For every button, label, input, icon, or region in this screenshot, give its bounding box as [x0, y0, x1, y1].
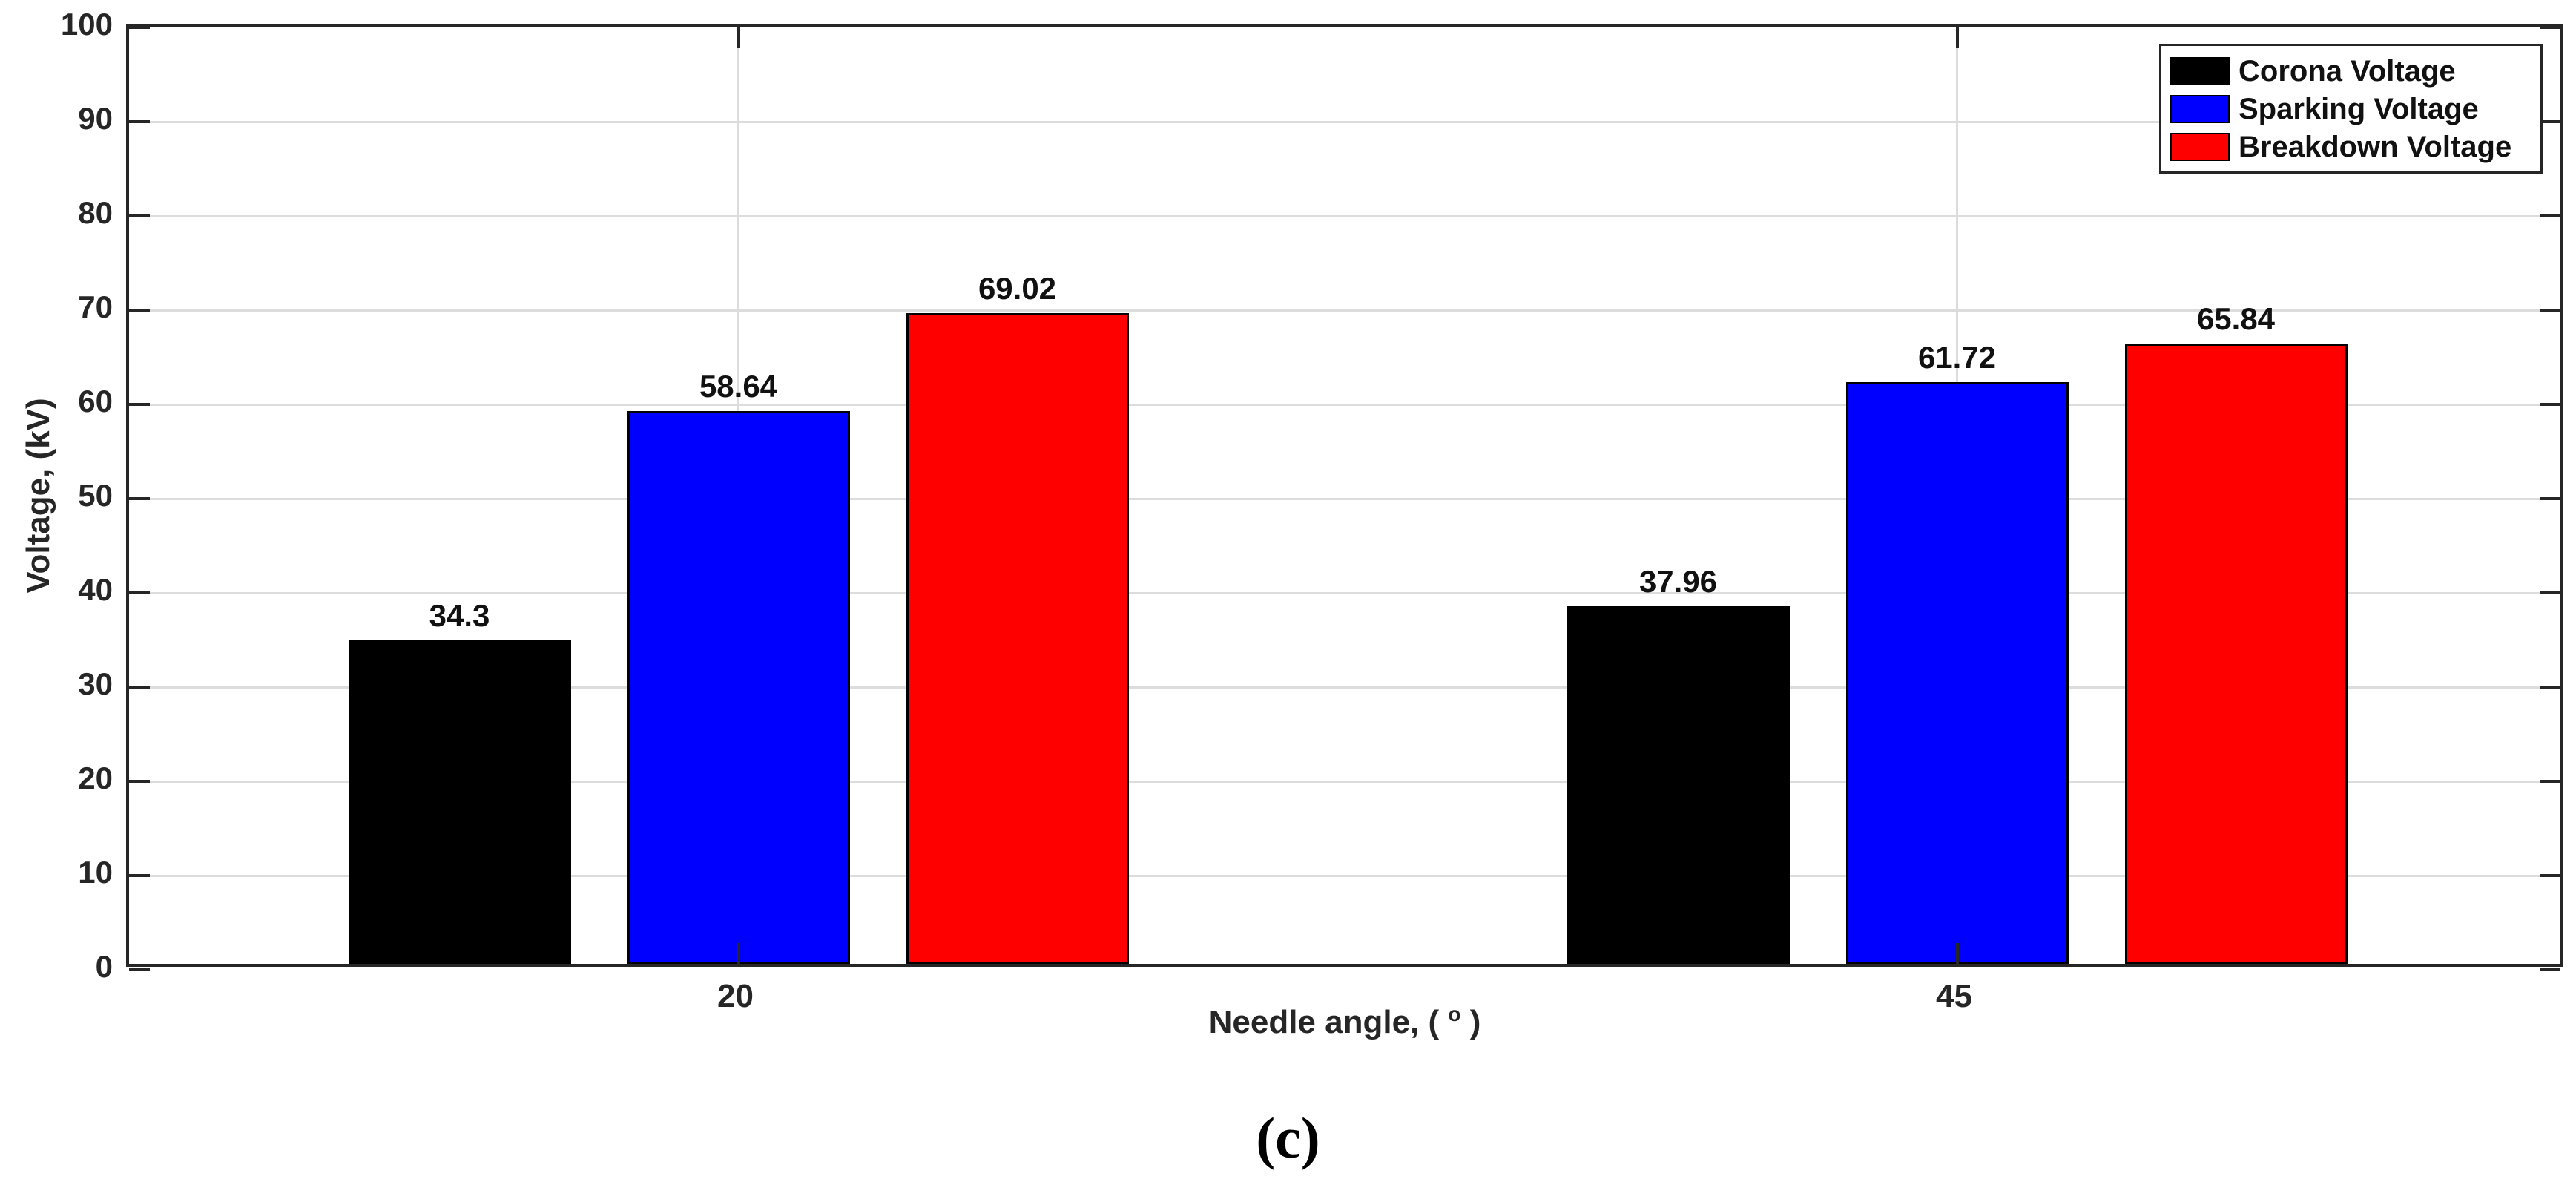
y-tick-right	[2540, 686, 2560, 689]
y-tick-label: 10	[78, 855, 113, 890]
y-tick-label: 80	[78, 195, 113, 230]
bar-value-label: 61.72	[1917, 340, 1997, 375]
y-tick-label: 0	[95, 949, 113, 984]
bar-sparking-voltage-45	[1845, 382, 2069, 964]
bar-value-label: 65.84	[2196, 301, 2276, 336]
y-tick-label: 70	[78, 289, 113, 324]
y-tick-left	[129, 309, 150, 312]
x-tick-label: 45	[1936, 978, 1972, 1014]
legend-item-breakdown-voltage: Breakdown Voltage	[2170, 131, 2531, 163]
legend-label: Corona Voltage	[2239, 54, 2456, 88]
bar-breakdown-voltage-20	[906, 313, 1129, 964]
y-tick-left	[129, 497, 150, 500]
bar-corona-voltage-20	[348, 640, 571, 964]
figure-caption: (c)	[1256, 1106, 1320, 1170]
y-tick-label: 50	[78, 478, 113, 513]
y-tick-label: 20	[78, 761, 113, 795]
legend-label: Sparking Voltage	[2239, 92, 2479, 125]
x-axis-label-text: Needle angle, (	[1208, 1004, 1449, 1040]
bar-value-label: 37.96	[1638, 563, 1718, 599]
y-tick-right	[2540, 968, 2560, 971]
bar-breakdown-voltage-45	[2124, 343, 2348, 964]
y-tick-left	[129, 120, 150, 123]
y-tick-left	[129, 874, 150, 877]
legend: Corona Voltage Sparking Voltage Breakdown …	[2159, 44, 2543, 174]
y-tick-left	[129, 686, 150, 689]
bar-value-label: 58.64	[699, 369, 778, 404]
y-tick-left	[129, 780, 150, 783]
x-tick-bottom	[737, 943, 740, 964]
gridline-horizontal	[129, 120, 2560, 123]
legend-swatch-breakdown-voltage	[2170, 132, 2230, 161]
gridline-horizontal	[129, 874, 2560, 877]
y-tick-label: 30	[78, 666, 113, 701]
gridline-horizontal	[129, 403, 2560, 406]
y-tick-right	[2540, 403, 2560, 406]
y-tick-label: 40	[78, 572, 113, 607]
y-tick-left	[129, 968, 150, 971]
gridline-horizontal	[129, 591, 2560, 594]
gridline-horizontal	[129, 497, 2560, 500]
y-tick-right	[2540, 214, 2560, 217]
bar-sparking-voltage-20	[627, 411, 850, 964]
y-tick-label: 90	[78, 101, 113, 136]
degree-symbol: o	[1448, 1002, 1461, 1025]
bar-value-label: 69.02	[978, 271, 1057, 306]
y-tick-right	[2540, 497, 2560, 500]
y-tick-right	[2540, 26, 2560, 29]
x-axis-label-close: )	[1460, 1004, 1481, 1040]
bar-value-label: 34.3	[429, 598, 490, 634]
y-tick-label: 100	[60, 7, 113, 42]
y-tick-left	[129, 26, 150, 29]
gridline-horizontal	[129, 780, 2560, 783]
y-tick-right	[2540, 120, 2560, 123]
legend-swatch-corona-voltage	[2170, 56, 2230, 85]
x-tick-bottom	[1955, 943, 1959, 964]
y-tick-right	[2540, 780, 2560, 783]
legend-item-sparking-voltage: Sparking Voltage	[2170, 93, 2531, 125]
legend-swatch-sparking-voltage	[2170, 94, 2230, 123]
legend-label: Breakdown Voltage	[2239, 130, 2512, 163]
y-tick-left	[129, 403, 150, 406]
y-tick-right	[2540, 591, 2560, 594]
y-tick-right	[2540, 309, 2560, 312]
x-axis-label: Needle angle, ( o )	[126, 1002, 2563, 1045]
x-tick-label: 20	[717, 978, 754, 1014]
y-tick-right	[2540, 874, 2560, 877]
legend-item-corona-voltage: Corona Voltage	[2170, 55, 2531, 88]
bar-corona-voltage-45	[1567, 605, 1790, 964]
x-tick-top	[1955, 27, 1959, 48]
y-tick-left	[129, 214, 150, 217]
y-tick-left	[129, 591, 150, 594]
y-tick-label: 60	[78, 384, 113, 418]
gridline-horizontal	[129, 214, 2560, 217]
gridline-horizontal	[129, 309, 2560, 312]
gridline-horizontal	[129, 686, 2560, 689]
plot-area: Corona Voltage Sparking Voltage Breakdown …	[126, 24, 2563, 971]
x-tick-top	[737, 27, 740, 48]
